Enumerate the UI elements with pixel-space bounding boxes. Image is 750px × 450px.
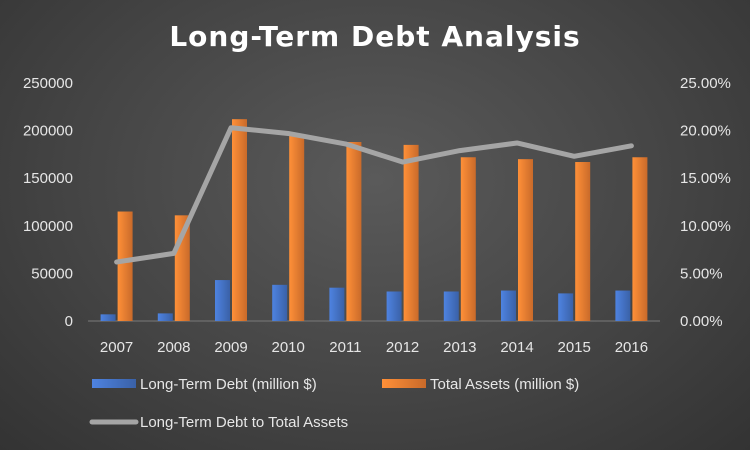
- x-tick-label: 2015: [558, 339, 591, 356]
- y-left-tick-label: 200000: [23, 123, 73, 140]
- y-right-tick-label: 25.00%: [680, 75, 731, 92]
- legend-label: Long-Term Debt to Total Assets: [140, 414, 348, 431]
- long-term-debt-bar: [501, 290, 516, 321]
- chart-title: Long-Term Debt Analysis: [169, 20, 580, 53]
- x-tick-label: 2009: [214, 339, 247, 356]
- legend-label: Total Assets (million $): [430, 376, 579, 393]
- long-term-debt-bar: [615, 290, 631, 321]
- x-tick-label: 2011: [329, 339, 361, 356]
- debt-to-assets-line: [114, 125, 634, 265]
- y-right-tick-label: 5.00%: [680, 265, 723, 282]
- y-left-tick-label: 150000: [23, 170, 73, 187]
- legend-label: Long-Term Debt (million $): [140, 376, 317, 393]
- y-axis-left: 0 50000 100000 150000 200000 250000: [23, 75, 73, 330]
- total-assets-bar: [403, 144, 419, 321]
- total-assets-bar: [632, 157, 648, 321]
- y-left-tick-label: 50000: [31, 265, 73, 282]
- legend-swatch-long-term-debt: [92, 379, 136, 388]
- y-left-tick-label: 0: [65, 313, 73, 330]
- x-tick-label: 2008: [157, 339, 190, 356]
- line-series-group: [114, 125, 634, 265]
- long-term-debt-bar: [558, 293, 574, 321]
- long-term-debt-bar: [215, 280, 230, 321]
- total-assets-bar: [460, 157, 476, 321]
- legend-swatch-total-assets: [382, 379, 426, 388]
- x-tick-label: 2013: [443, 339, 476, 356]
- legend: Long-Term Debt (million $) Total Assets (…: [89, 376, 579, 431]
- long-term-debt-bar: [386, 291, 402, 321]
- y-axis-right: 0.00% 5.00% 10.00% 15.00% 20.00% 25.00%: [680, 75, 731, 330]
- total-assets-bar: [346, 142, 362, 321]
- x-axis: 2007 2008 2009 2010 2011 2012 2013 2014 2015 2016: [100, 339, 648, 356]
- y-left-tick-label: 100000: [23, 218, 73, 235]
- long-term-debt-bar: [272, 284, 288, 321]
- y-right-tick-label: 20.00%: [680, 123, 731, 140]
- x-tick-label: 2007: [100, 339, 133, 356]
- long-term-debt-bar: [443, 291, 459, 321]
- total-assets-bar: [518, 159, 533, 321]
- x-tick-label: 2014: [500, 339, 533, 356]
- total-assets-bar: [575, 162, 591, 321]
- x-tick-label: 2010: [272, 339, 305, 356]
- total-assets-bar: [232, 119, 247, 322]
- y-left-tick-label: 250000: [23, 75, 73, 92]
- x-tick-label: 2012: [386, 339, 419, 356]
- long-term-debt-bar: [100, 314, 116, 321]
- total-assets-bar: [117, 211, 133, 321]
- bars-group: [100, 119, 648, 322]
- long-term-debt-bar: [329, 287, 345, 321]
- y-right-tick-label: 15.00%: [680, 170, 731, 187]
- total-assets-bar: [289, 134, 305, 321]
- long-term-debt-bar: [157, 313, 173, 321]
- y-right-tick-label: 10.00%: [680, 218, 731, 235]
- y-right-tick-label: 0.00%: [680, 313, 723, 330]
- x-tick-label: 2016: [615, 339, 648, 356]
